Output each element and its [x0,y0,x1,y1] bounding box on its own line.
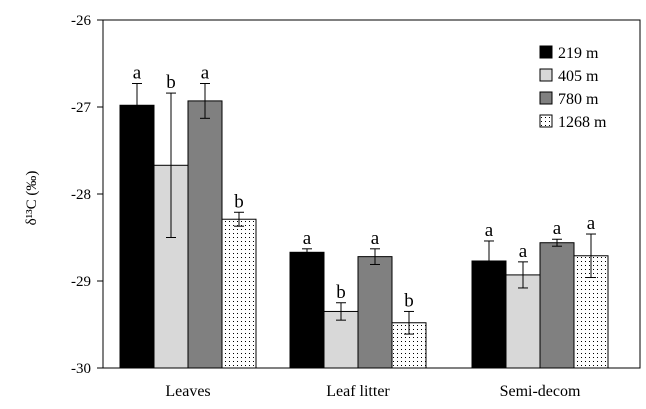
bar [539,242,575,369]
significance-letter: a [201,63,210,84]
significance-letter: b [234,191,244,212]
category-label: Leaves [165,383,210,400]
legend-label: 1268 m [558,114,607,131]
bar [187,100,223,369]
legend-swatch [539,68,553,82]
bar [153,164,189,369]
legend-label: 219 m [558,45,599,62]
legend-label: 405 m [558,68,599,85]
significance-letter: a [303,228,312,249]
y-tick-label: -30 [71,361,91,377]
significance-letter: b [404,290,414,311]
category-label: Semi-decom [500,383,581,400]
significance-letter: a [485,220,494,241]
legend-swatch [539,45,553,59]
y-tick-label: -28 [71,187,91,203]
y-tick-label: -29 [71,274,91,290]
legend-label: 780 m [558,91,599,108]
bar [323,310,359,369]
legend-swatch [539,114,553,128]
significance-letter: b [166,72,176,93]
bar [573,255,609,369]
plot-area: -26 -27 -28 -29 -30 a b a b Leaves a b a b Leaf litter… [71,13,641,400]
bar [289,251,325,369]
legend-swatch [539,91,553,105]
significance-letter: a [519,241,528,262]
bar [357,256,393,369]
significance-letter: a [371,228,380,249]
y-axis-label: δ¹³C (‰) [24,171,40,226]
bar [119,104,155,369]
significance-letter: a [553,218,562,239]
y-tick-label: -26 [71,13,91,29]
category-label: Leaf litter [326,383,390,400]
significance-letter: a [587,213,596,234]
legend: 219 m 405 m 780 m 1268 m [539,45,607,131]
bar [505,274,541,369]
y-tick-label: -27 [71,100,91,116]
bar [221,218,257,369]
significance-letter: b [336,282,346,303]
significance-letter: a [133,63,142,84]
